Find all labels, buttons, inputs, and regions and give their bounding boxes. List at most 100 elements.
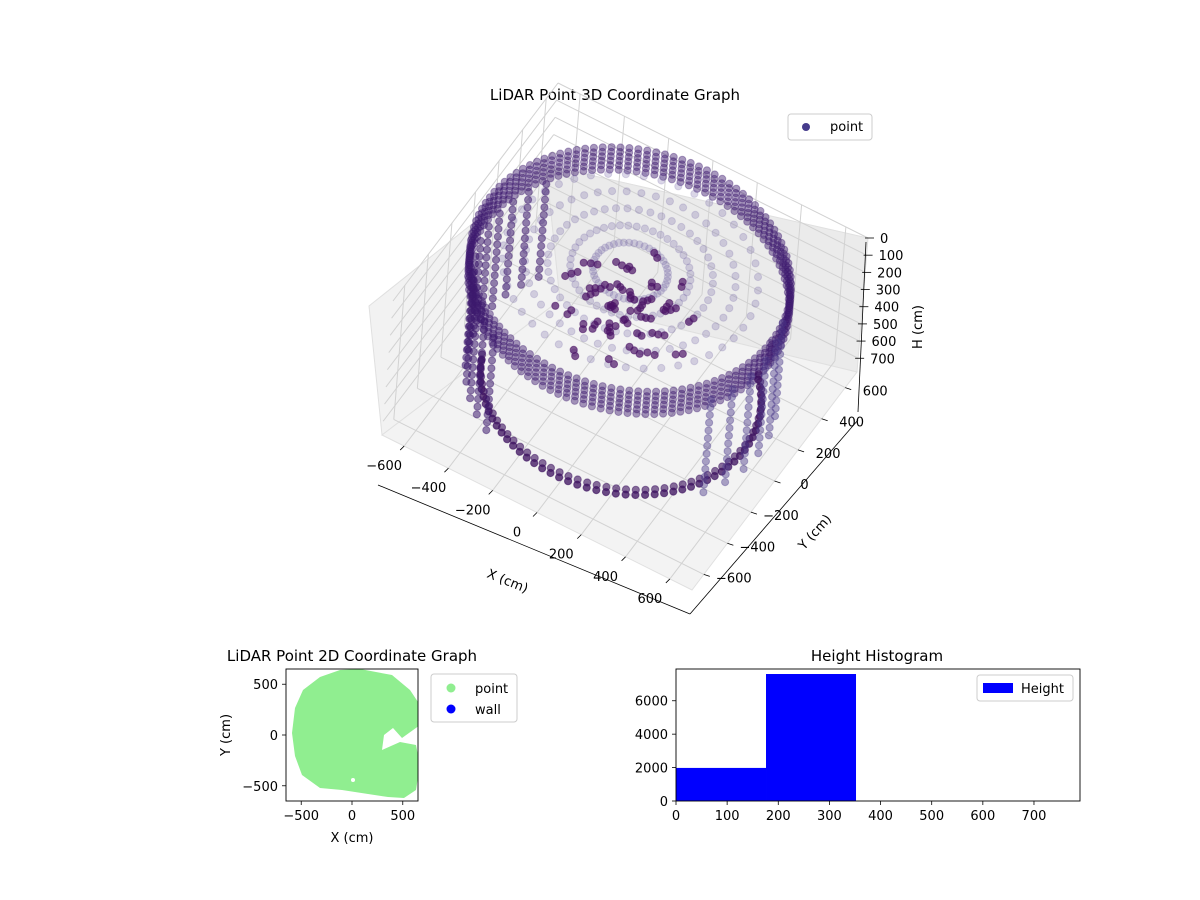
point-3d	[551, 301, 560, 310]
point-3d	[564, 371, 573, 380]
point-3d	[771, 339, 780, 348]
point-3d	[471, 221, 480, 230]
point-3d	[562, 301, 572, 310]
point-3d	[651, 161, 660, 170]
point-3d	[550, 285, 559, 294]
point-3d	[723, 447, 732, 456]
point-3d	[484, 206, 493, 215]
point-3d	[580, 210, 589, 219]
point-3d	[659, 172, 668, 181]
point-3d	[474, 394, 483, 404]
point-3d	[606, 152, 615, 161]
point-3d	[567, 327, 576, 336]
point-3d	[708, 192, 717, 201]
point-3d	[573, 267, 582, 277]
chart-3d: LiDAR Point 3D Coordinate Graph −600 −400…	[366, 82, 926, 615]
point-3d	[474, 260, 483, 269]
point-3d	[539, 168, 548, 177]
point-3d	[759, 235, 768, 244]
point-3d	[525, 161, 535, 170]
point-3d	[667, 325, 676, 334]
point-3d	[643, 387, 652, 396]
point-3d	[540, 330, 549, 339]
point-3d	[677, 389, 686, 398]
point-3d	[685, 229, 695, 238]
point-3d	[489, 320, 499, 329]
point-3d	[770, 412, 780, 421]
point-3d	[785, 297, 794, 306]
point-3d	[507, 221, 516, 230]
point-3d	[571, 383, 580, 392]
point-3d	[511, 182, 520, 191]
point-3d	[671, 350, 680, 359]
point-3d	[597, 246, 606, 255]
point-3d	[702, 449, 711, 458]
point-3d	[472, 410, 481, 419]
point-3d	[783, 288, 793, 297]
point-3d	[474, 267, 483, 276]
point-3d	[682, 288, 692, 297]
point-3d	[498, 350, 507, 359]
histogram-bar	[766, 674, 857, 801]
point-3d	[524, 174, 534, 183]
point-3d	[738, 194, 747, 203]
point-3d	[749, 214, 759, 223]
point-3d	[506, 228, 515, 237]
point-3d	[710, 376, 719, 386]
point-3d	[760, 357, 769, 366]
point-3d	[676, 403, 685, 412]
z-tick-label-3d: 100	[879, 249, 904, 264]
point-3d	[766, 354, 775, 363]
point-3d	[466, 236, 476, 245]
point-3d	[685, 172, 694, 181]
point-3d	[485, 197, 494, 206]
point-3d	[474, 210, 483, 219]
point-3d	[468, 245, 477, 254]
point-3d	[702, 388, 711, 397]
point-3d	[785, 290, 794, 299]
point-3d	[744, 358, 754, 367]
point-3d	[746, 312, 755, 321]
point-3d	[765, 223, 774, 232]
point-3d	[749, 218, 758, 228]
point-3d	[768, 247, 777, 257]
point-3d	[685, 392, 694, 401]
point-3d	[501, 290, 510, 299]
point-3d	[467, 238, 476, 247]
point-3d	[772, 250, 781, 259]
point-3d	[771, 346, 781, 355]
point-3d	[489, 325, 498, 334]
point-3d	[761, 213, 770, 222]
point-3d	[771, 404, 780, 413]
point-3d	[466, 240, 475, 249]
point-3d	[518, 173, 527, 182]
point-3d	[469, 329, 478, 338]
point-3d	[704, 253, 713, 262]
point-3d	[555, 468, 564, 477]
point-3d	[744, 204, 753, 213]
point-3d	[598, 386, 607, 395]
point-3d	[511, 186, 520, 195]
point-3d	[607, 383, 616, 393]
point-3d	[500, 182, 509, 191]
y-axis-label-3d: Y (cm)	[795, 512, 835, 554]
point-3d	[580, 191, 589, 200]
point-3d	[663, 272, 673, 281]
point-3d	[541, 187, 550, 196]
point-3d	[480, 212, 489, 221]
point-3d	[598, 382, 607, 391]
point-3d	[623, 408, 632, 418]
point-3d	[761, 344, 770, 353]
point-3d	[512, 173, 521, 182]
point-3d	[691, 336, 700, 345]
point-3d	[653, 282, 662, 291]
x-tick-label-hist: 700	[1022, 809, 1047, 824]
point-3d	[642, 401, 651, 410]
z-tick-label-3d: 300	[876, 284, 901, 299]
legend-hist-swatch	[983, 683, 1013, 693]
point-3d	[686, 158, 695, 168]
point-3d	[701, 188, 710, 197]
point-3d	[651, 192, 661, 201]
point-3d	[475, 379, 484, 388]
point-3d	[484, 230, 493, 239]
